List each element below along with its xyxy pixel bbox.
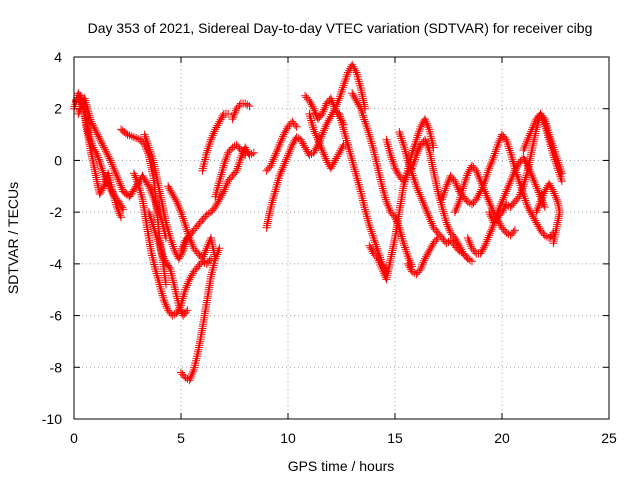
data-point-markers <box>177 143 258 255</box>
series-arc13 <box>228 99 254 124</box>
series-arc18 <box>335 109 391 276</box>
data-point-markers <box>262 60 369 232</box>
data-point-markers <box>144 208 192 320</box>
data-point-markers <box>403 234 442 279</box>
x-tick-label: 25 <box>601 430 617 446</box>
y-tick-label: -6 <box>50 308 63 324</box>
series-arc17 <box>305 109 352 173</box>
y-tick-label: -8 <box>50 359 63 375</box>
y-tick-label: -4 <box>50 256 63 272</box>
y-tick-label: 4 <box>54 49 62 65</box>
series-arc25 <box>450 161 519 240</box>
x-tick-label: 15 <box>387 430 403 446</box>
y-tick-label: 0 <box>54 152 62 168</box>
series-arc11 <box>198 109 233 175</box>
series-arc15 <box>262 60 369 232</box>
data-point-markers <box>262 117 301 175</box>
series-arc21 <box>382 135 472 263</box>
series-arc10 <box>177 143 258 255</box>
series-arc12 <box>211 140 250 201</box>
chart-title: Day 353 of 2021, Sidereal Day-to-day VTE… <box>88 20 593 36</box>
series-arc5 <box>129 169 215 320</box>
data-point-markers <box>519 109 566 186</box>
x-tick-label: 20 <box>494 430 510 446</box>
data-point-markers <box>335 109 391 276</box>
data-point-markers <box>305 109 352 173</box>
data-point-markers <box>177 244 224 385</box>
x-tick-label: 10 <box>280 430 296 446</box>
series-arc29 <box>532 179 564 248</box>
plot-frame <box>73 56 610 420</box>
x-axis-label: GPS time / hours <box>288 458 395 474</box>
data-point-markers <box>532 179 564 248</box>
data-point-markers <box>450 161 519 240</box>
data-point-markers <box>129 169 215 320</box>
data-point-markers <box>228 99 254 124</box>
series-arc6 <box>144 208 192 320</box>
data-point-markers <box>395 128 476 266</box>
series-arc28 <box>519 109 566 186</box>
grid <box>74 57 609 419</box>
x-tick-label: 5 <box>177 430 185 446</box>
data-point-markers <box>198 109 233 175</box>
y-axis-label: SDTVAR / TECUs <box>5 182 21 294</box>
series-arc22 <box>395 128 476 266</box>
series-arc23 <box>403 234 442 279</box>
data-points <box>70 60 566 385</box>
data-point-markers <box>211 140 250 201</box>
y-tick-label: -2 <box>50 204 63 220</box>
series-arc9 <box>177 244 224 385</box>
y-tick-label: -10 <box>42 411 62 427</box>
series-arc14 <box>262 117 301 175</box>
x-tick-label: 0 <box>70 430 78 446</box>
y-tick-label: 2 <box>54 101 62 117</box>
data-point-markers <box>382 135 472 263</box>
